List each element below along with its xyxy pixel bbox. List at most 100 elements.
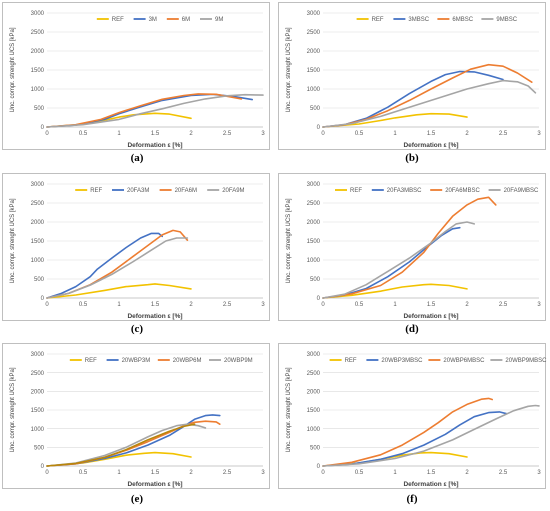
series-line-20fa3m	[46, 232, 163, 299]
legend-label: 20FA6MBSC	[445, 188, 480, 194]
x-tick-label: 2.5	[499, 302, 508, 308]
x-tick-label: 0.5	[355, 131, 364, 137]
legend-label: 20WBP6MBSC	[443, 358, 485, 364]
y-tick-label: 1500	[31, 68, 45, 74]
legend-label: 20WBP3MBSC	[381, 358, 423, 364]
x-tick-label: 0	[321, 131, 325, 137]
chart-panel-c: 0 500 1000 1500 2000 2500 3000 0 0.5 1 1.5 2 2.5 3 Def…	[2, 173, 270, 321]
x-tick-label: 1	[117, 302, 121, 308]
x-tick-label: 2.5	[499, 131, 508, 137]
legend-label: 20WBP9MBSC	[505, 358, 547, 364]
legend-label: 9MBSC	[496, 17, 517, 23]
x-tick-label: 1.5	[427, 470, 436, 476]
x-tick-label: 0	[45, 302, 49, 308]
x-axis-title: Deformation ε [%]	[127, 142, 182, 149]
y-tick-label: 0	[317, 125, 321, 131]
legend-label: 9M	[215, 17, 223, 23]
x-tick-label: 2.5	[223, 302, 232, 308]
x-tick-label: 3	[537, 131, 541, 137]
x-axis-title: Deformation ε [%]	[403, 481, 458, 488]
x-tick-label: 0	[321, 302, 325, 308]
y-tick-label: 500	[310, 446, 321, 452]
x-tick-label: 1	[393, 470, 397, 476]
chart-svg: 0 500 1000 1500 2000 2500 3000 0 0.5 1 1.5 2 2.5 3 Def…	[286, 352, 547, 488]
y-tick-label: 1000	[31, 258, 45, 264]
y-tick-label: 2500	[31, 371, 45, 377]
x-tick-label: 1	[117, 470, 121, 476]
legend-label: 6M	[182, 17, 190, 23]
y-tick-label: 1000	[307, 87, 321, 93]
y-tick-label: 1000	[307, 258, 321, 264]
series-line-20wbp9mbsc	[322, 404, 540, 467]
x-tick-label: 2	[465, 302, 469, 308]
series-line-20fa9m	[46, 237, 189, 299]
legend-label: 20FA9M	[222, 188, 244, 194]
y-tick-label: 3000	[307, 11, 321, 17]
series-line-ref	[322, 112, 468, 128]
y-tick-label: 2500	[307, 30, 321, 36]
x-tick-label: 1.5	[151, 470, 160, 476]
chart-panel-d: 0 500 1000 1500 2000 2500 3000 0 0.5 1 1.5 2 2.5 3 Def…	[278, 173, 546, 321]
x-tick-label: 3	[261, 302, 265, 308]
x-tick-label: 2	[189, 302, 193, 308]
series-line-9mbsc	[322, 79, 537, 128]
legend-label: REF	[345, 358, 357, 364]
x-tick-label: 1.5	[151, 302, 160, 308]
x-tick-label: 2.5	[223, 470, 232, 476]
legend-label: 20FA9MBSC	[504, 188, 539, 194]
series-line-6m	[46, 93, 243, 128]
y-tick-label: 0	[41, 464, 45, 470]
x-tick-label: 2	[189, 131, 193, 137]
y-tick-label: 500	[34, 446, 45, 452]
x-tick-label: 0	[321, 470, 325, 476]
y-tick-label: 1500	[31, 239, 45, 245]
x-tick-label: 1.5	[427, 302, 436, 308]
x-tick-label: 0.5	[79, 470, 88, 476]
y-tick-label: 1500	[307, 239, 321, 245]
chart-svg: 0 500 1000 1500 2000 2500 3000 0 0.5 1 1.5 2 2.5 3 Def…	[10, 182, 265, 320]
series-line-9m	[46, 93, 264, 128]
panel-label: (a)	[130, 152, 144, 164]
y-tick-label: 2000	[31, 390, 45, 396]
legend-label: 20WBP6M	[173, 358, 202, 364]
chart-panel-f: 0 500 1000 1500 2000 2500 3000 0 0.5 1 1.5 2 2.5 3 Def…	[278, 343, 547, 489]
y-axis-title: Unc. compr. strenght UCS [kPa]	[286, 27, 292, 112]
series-line-ref	[46, 283, 192, 299]
x-tick-label: 2.5	[499, 470, 508, 476]
legend-label: 20WBP9M	[224, 358, 253, 364]
series-line-20wbp3mbsc	[322, 411, 508, 467]
x-tick-label: 0.5	[79, 302, 88, 308]
legend-label: REF	[112, 17, 124, 23]
series-line-20wbp9m	[46, 423, 207, 467]
legend-label: 6MBSC	[452, 17, 473, 23]
x-tick-label: 2	[189, 470, 193, 476]
y-tick-label: 500	[310, 277, 321, 283]
chart-svg: 0 500 1000 1500 2000 2500 3000 0 0.5 1 1.5 2 2.5 3 Def…	[286, 182, 541, 320]
y-tick-label: 2000	[307, 390, 321, 396]
chart-panel-b: 0 500 1000 1500 2000 2500 3000 0 0.5 1 1.5 2 2.5 3 Def…	[278, 2, 546, 150]
x-tick-label: 1	[393, 302, 397, 308]
legend-label: REF	[90, 188, 102, 194]
y-tick-label: 1000	[307, 427, 321, 433]
chart-panel-a: 0 500 1000 1500 2000 2500 3000 0 0.5 1 1.5 2 2.5 3 Def…	[2, 2, 270, 150]
y-tick-label: 3000	[307, 182, 321, 188]
x-axis-title: Deformation ε [%]	[127, 313, 182, 320]
x-tick-label: 0	[45, 131, 49, 137]
x-tick-label: 1.5	[151, 131, 160, 137]
panel-label: (c)	[130, 323, 144, 335]
x-tick-label: 3	[537, 302, 541, 308]
x-axis-title: Deformation ε [%]	[127, 481, 182, 488]
y-tick-label: 500	[34, 106, 45, 112]
chart-svg: 0 500 1000 1500 2000 2500 3000 0 0.5 1 1.5 2 2.5 3 Def…	[10, 11, 265, 149]
y-tick-label: 2500	[31, 201, 45, 207]
panel-label: (e)	[130, 493, 144, 505]
y-axis-title: Unc. compr. strenght UCS [kPa]	[10, 198, 16, 283]
series-line-20fa9mbsc	[322, 221, 475, 299]
y-tick-label: 1500	[307, 68, 321, 74]
legend-label: 20FA6M	[175, 188, 197, 194]
panel-label: (f)	[406, 493, 418, 505]
chart-panel-e: 0 500 1000 1500 2000 2500 3000 0 0.5 1 1.5 2 2.5 3 Def…	[2, 343, 270, 489]
x-tick-label: 3	[261, 470, 265, 476]
y-tick-label: 0	[317, 296, 321, 302]
y-axis-title: Unc. compr. strenght UCS [kPa]	[10, 367, 16, 452]
